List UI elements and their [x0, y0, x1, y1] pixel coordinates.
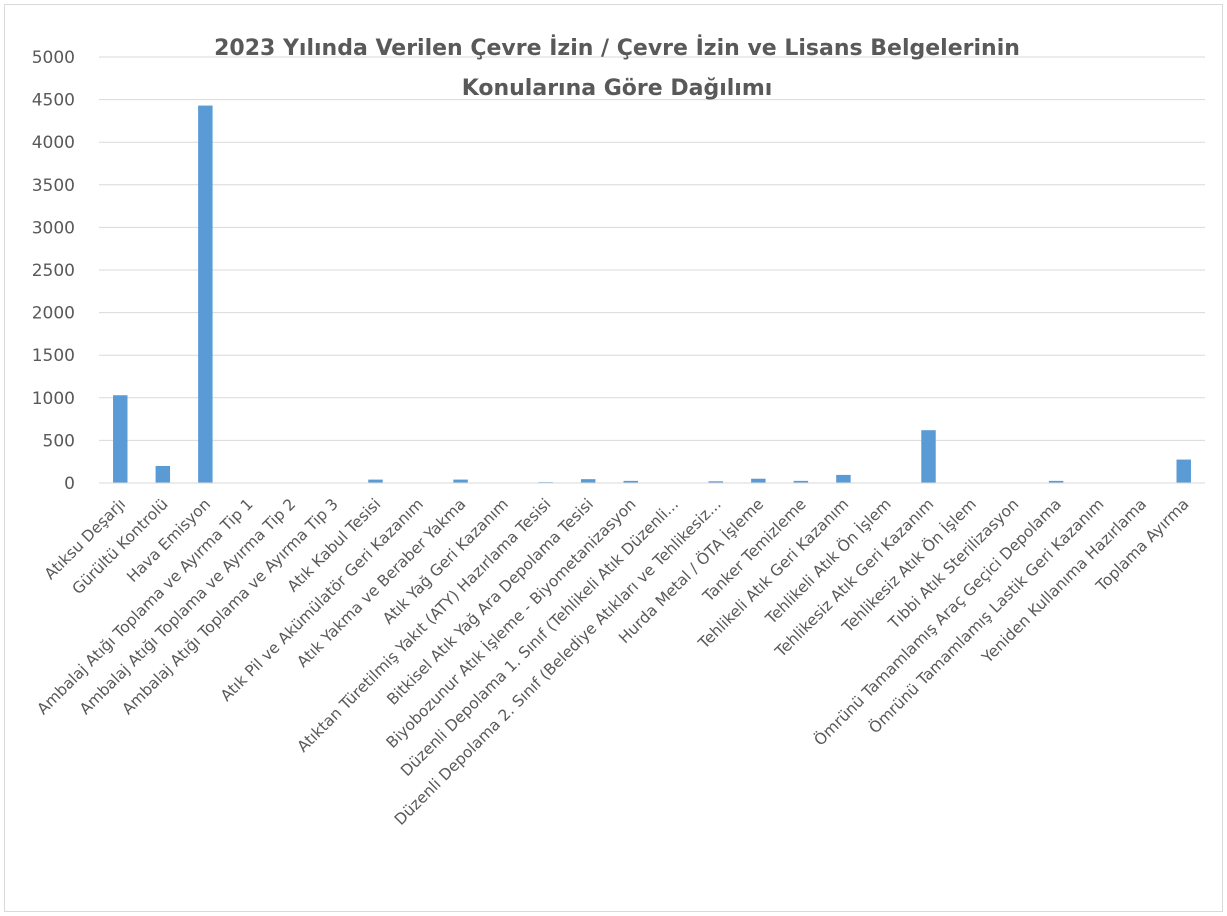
bar — [708, 481, 724, 483]
bars — [113, 105, 1191, 484]
bar — [198, 105, 213, 484]
y-tick-label: 3500 — [32, 176, 75, 196]
bar — [113, 395, 128, 483]
bar — [751, 478, 766, 483]
y-tick-label: 2500 — [32, 261, 75, 281]
y-tick-label: 3000 — [32, 218, 75, 238]
y-tick-label: 1500 — [32, 346, 75, 366]
bar — [836, 474, 851, 483]
y-tick-label: 4000 — [32, 133, 75, 153]
y-tick-label: 0 — [64, 474, 75, 494]
x-category-label: Düzenli Depolama 1. Sınıf (Tehlikeli Atı… — [397, 495, 682, 780]
y-tick-label: 2000 — [32, 304, 75, 324]
bar — [1176, 459, 1191, 483]
bar — [368, 479, 383, 483]
y-tick-label: 1000 — [32, 389, 75, 409]
bar — [1048, 480, 1064, 483]
y-tick-label: 5000 — [32, 48, 75, 68]
chart-frame: 0 500 1000 1500 2000 2500 3000 3500 4000 4500 5000… — [4, 4, 1223, 912]
bar — [155, 465, 171, 483]
bar — [453, 479, 468, 483]
chart-title-line-2: Konularına Göre Dağılımı — [462, 76, 773, 101]
bar — [623, 480, 638, 483]
chart-title-line-1: 2023 Yılında Verilen Çevre İzin / Çevre … — [214, 35, 1020, 61]
bar — [921, 430, 936, 483]
gridlines — [99, 56, 1205, 441]
bar — [793, 480, 809, 483]
bar-chart: 0 500 1000 1500 2000 2500 3000 3500 4000 4500 5000… — [32, 35, 1205, 829]
y-tick-label: 4500 — [32, 91, 75, 111]
bar — [580, 479, 596, 483]
y-tick-label: 500 — [43, 431, 75, 451]
y-axis-tick-labels: 0 500 1000 1500 2000 2500 3000 3500 4000 4500 5000 — [32, 48, 75, 494]
